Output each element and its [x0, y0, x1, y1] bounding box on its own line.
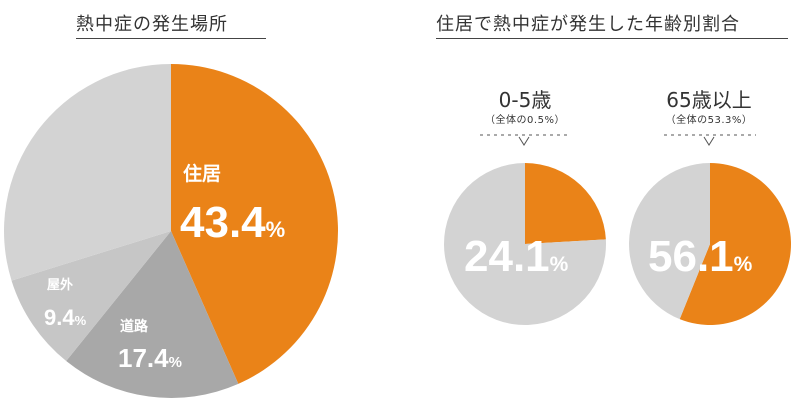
pie-age-0-5: 24.1% [444, 163, 606, 325]
subchart-heading-0-5: 0-5歳 （全体の0.5%） [450, 88, 600, 128]
slice-value-outdoor: 9.4% [44, 305, 87, 330]
slice-label-outdoor: 屋外 [47, 277, 73, 292]
subchart-note: （全体の0.5%） [485, 115, 565, 126]
subchart-note: （全体の53.3%） [665, 115, 753, 126]
bracket-marker-0-5 [480, 134, 568, 146]
subchart-title: 0-5歳 [498, 88, 552, 112]
pie-slice-住居 [171, 64, 338, 384]
pie-slice-道路 [66, 231, 239, 398]
pie-slice-屋外 [11, 231, 171, 362]
title-underline-left [76, 38, 266, 39]
slice-value-road: 17.4% [118, 343, 182, 373]
pie-slice-1 [444, 163, 606, 325]
chart-title-location: 熱中症の発生場所 [76, 14, 228, 35]
pie-location: 住居 43.4% 道路 17.4% 屋外 9.4% [3, 64, 338, 398]
bracket-marker-65plus [664, 134, 756, 146]
subchart-title: 65歳以上 [666, 88, 752, 112]
title-underline-right [436, 38, 788, 39]
pie-slice-3 [3, 64, 171, 281]
pie-age-65plus: 56.1% [629, 163, 791, 325]
pie-slice-1 [629, 163, 710, 320]
subchart-heading-65plus: 65歳以上 （全体の53.3%） [634, 88, 784, 128]
pie-slice-0 [525, 163, 606, 244]
slice-label-road: 道路 [120, 318, 149, 334]
slice-value-home: 43.4% [180, 198, 285, 247]
pie-slice-0 [679, 163, 791, 325]
slice-value-0-5: 24.1% [464, 232, 569, 281]
slice-label-home: 住居 [183, 162, 221, 185]
slice-value-65plus: 56.1% [648, 232, 753, 281]
chart-title-age: 住居で熱中症が発生した年齢別割合 [436, 14, 740, 35]
